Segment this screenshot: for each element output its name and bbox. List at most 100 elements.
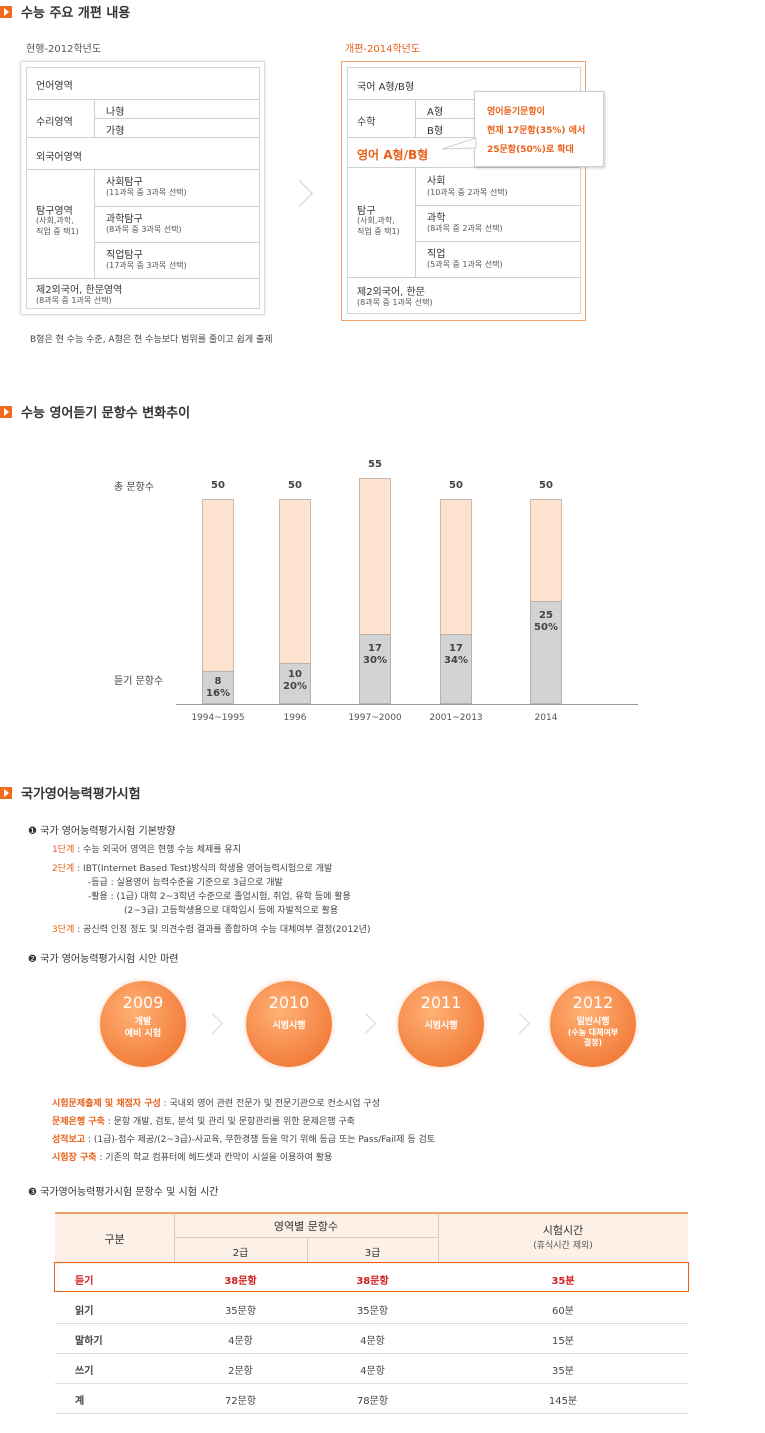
listen-value-label: 25 bbox=[539, 610, 553, 622]
item-consortium: 시험문제출제 및 채점자 구성 : 국내외 영어 관련 전문가 및 전문기관으로… bbox=[52, 1099, 380, 1109]
row-divider bbox=[55, 1353, 688, 1354]
row-grade3: 35문항 bbox=[356, 1306, 389, 1317]
th-grade3: 3급 bbox=[364, 1248, 381, 1259]
total-value-label: 50 bbox=[449, 479, 463, 491]
th-time-sub: (휴식시간 제외) bbox=[533, 1241, 593, 1251]
row-grade2: 72문항 bbox=[224, 1396, 257, 1407]
current-label: 현행-2012학년도 bbox=[26, 44, 102, 55]
total-bar bbox=[440, 498, 472, 636]
x-tick-label: 1994~1995 bbox=[191, 713, 245, 723]
reform-social: 사회 bbox=[427, 176, 446, 187]
timeline-2010: 2010 시범시행 bbox=[246, 981, 332, 1067]
total-value-label: 50 bbox=[211, 479, 225, 491]
sub1-body: 1단계 : 수능 외국어 영역은 현행 수능 체제를 유지 2단계 : IBT(… bbox=[52, 843, 371, 937]
reform-math: 수학 bbox=[357, 117, 376, 128]
reform-job: 직업 bbox=[427, 249, 446, 260]
listen-bar: 17 30% bbox=[359, 634, 391, 704]
total-value-label: 55 bbox=[368, 459, 382, 470]
arrow-bullet-icon bbox=[0, 405, 12, 418]
table-header bbox=[55, 1212, 688, 1264]
row-divider bbox=[55, 1383, 688, 1384]
current-math-ga: 가형 bbox=[106, 126, 125, 137]
reform-math-b: B형 bbox=[427, 126, 444, 137]
row-time: 35분 bbox=[552, 1366, 574, 1377]
item-score-report: 성적보고 : (1급)-점수 제공/(2~3급)-사교육, 무한경쟁 등을 막기… bbox=[52, 1135, 436, 1145]
sub2-items: 시험문제출제 및 채점자 구성 : 국내외 영어 관련 전문가 및 전문기관으로… bbox=[52, 1095, 435, 1167]
total-bar bbox=[202, 498, 234, 673]
reform-science-sub: (8과목 중 2과목 선택) bbox=[427, 224, 503, 233]
reform-inquiry: 탐구 bbox=[357, 206, 376, 217]
x-tick-label: 2014 bbox=[534, 713, 558, 723]
step3-line: 3단계 : 공신력 인정 정도 및 의견수렴 결과를 종합하여 수능 대체여부 … bbox=[52, 925, 371, 935]
row-grade2: 35문항 bbox=[224, 1306, 257, 1317]
section-title-reform: 수능 주요 개편 내용 bbox=[0, 2, 130, 21]
reform-math-a: A형 bbox=[427, 107, 444, 118]
arrow-bullet-icon bbox=[0, 5, 12, 18]
current-inquiry-sub: (사회,과학, bbox=[36, 216, 74, 225]
highlight-row-border bbox=[54, 1262, 689, 1292]
row-grade2: 2문항 bbox=[228, 1366, 253, 1377]
step2-use2: (2~3급) 고등학생용으로 대학입시 등에 자발적으로 활용 bbox=[124, 906, 339, 916]
th-grade2: 2급 bbox=[232, 1248, 249, 1259]
item-test-site: 시험장 구축 : 기존의 학교 컴퓨터에 헤드셋과 칸막이 시설을 이용하여 활… bbox=[52, 1153, 333, 1163]
current-curriculum-box: 언어영역 수리영역 나형 가형 외국어영역 탐구영역 (사회,과학, 직업 중 … bbox=[20, 61, 265, 315]
reform-table: 국어 A형/B형 수학 A형 B형 영어 A형/B형 탐구 (사회,과학, 직업… bbox=[347, 67, 581, 314]
listen-percent-label: 16% bbox=[206, 688, 230, 700]
listen-label: 듣기 문항수 bbox=[114, 676, 164, 687]
listen-value-label: 10 bbox=[288, 669, 302, 681]
row-time: 35분 bbox=[551, 1276, 575, 1287]
th-count: 영역별 문항수 bbox=[273, 1220, 339, 1233]
row-name: 읽기 bbox=[75, 1306, 94, 1317]
listen-percent-label: 30% bbox=[363, 655, 387, 667]
row-grade3: 4문항 bbox=[360, 1366, 385, 1377]
chevron-right-icon bbox=[201, 1012, 224, 1035]
timeline-2009: 2009 개발 예비 시험 bbox=[100, 981, 186, 1067]
section-title-chart: 수능 영어듣기 문항수 변화추이 bbox=[0, 402, 190, 421]
num-2-icon: ❷ bbox=[28, 954, 37, 965]
current-math-na: 나형 bbox=[106, 107, 125, 118]
x-tick-label: 1997~2000 bbox=[348, 713, 402, 723]
listen-value-label: 17 bbox=[449, 643, 463, 655]
total-value-label: 50 bbox=[288, 479, 302, 491]
step2-grade: -등급 : 실용영어 능력수준을 기준으로 3급으로 개발 bbox=[88, 878, 283, 888]
listen-bar: 10 20% bbox=[279, 662, 311, 704]
row-time: 145분 bbox=[548, 1396, 578, 1407]
current-table: 언어영역 수리영역 나형 가형 외국어영역 탐구영역 (사회,과학, 직업 중 … bbox=[26, 67, 260, 309]
reform-job-sub: (5과목 중 1과목 선택) bbox=[427, 260, 503, 269]
row-name: 쓰기 bbox=[75, 1366, 94, 1377]
listen-bar: 17 34% bbox=[440, 634, 472, 704]
reform-social-sub: (10과목 중 2과목 선택) bbox=[427, 188, 508, 197]
listen-percent-label: 20% bbox=[283, 681, 307, 693]
total-label: 총 문항수 bbox=[114, 482, 154, 493]
reform-inquiry-sub2: 직업 중 택1) bbox=[357, 227, 400, 236]
th-time: 시험시간 bbox=[542, 1224, 584, 1237]
chevron-right-icon bbox=[354, 1012, 377, 1035]
total-bar bbox=[530, 498, 562, 603]
row-name: 계 bbox=[75, 1396, 85, 1407]
callout-line-1: 영어듣기문항이 bbox=[487, 107, 545, 117]
section-title-exam: 국가영어능력평가시험 bbox=[0, 783, 141, 802]
reform-inquiry-sub: (사회,과학, bbox=[357, 216, 395, 225]
note-text: B형은 현 수능 수준, A형은 현 수능보다 범위를 줄이고 쉽게 출제 bbox=[30, 335, 273, 345]
num-3-icon: ❸ bbox=[28, 1187, 37, 1198]
row-divider bbox=[55, 1413, 688, 1414]
reform-second: 제2외국어, 한문 bbox=[357, 287, 425, 298]
step2-line: 2단계 : IBT(Internet Based Test)방식의 학생용 영어… bbox=[52, 864, 333, 874]
total-value-label: 50 bbox=[539, 479, 553, 491]
listen-percent-label: 34% bbox=[444, 655, 468, 667]
sub1-title: ❶ 국가 영어능력평가시험 기본방향 bbox=[28, 826, 176, 837]
x-tick-label: 2001~2013 bbox=[429, 713, 483, 723]
callout-pointer bbox=[441, 137, 477, 150]
reform-korean: 국어 A형/B형 bbox=[357, 82, 415, 93]
reform-second-sub: (8과목 중 1과목 선택) bbox=[357, 298, 433, 307]
current-job-sub: (17과목 중 3과목 선택) bbox=[106, 261, 187, 270]
listen-value-label: 8 bbox=[214, 676, 222, 688]
total-bar bbox=[279, 498, 311, 664]
listen-value-label: 17 bbox=[368, 643, 382, 655]
th-category: 구분 bbox=[104, 1233, 125, 1246]
sub2-title: ❷ 국가 영어능력평가시험 시안 마련 bbox=[28, 954, 179, 965]
total-bar bbox=[359, 478, 391, 636]
chart-baseline bbox=[176, 704, 638, 705]
row-grade3: 4문항 bbox=[360, 1336, 385, 1347]
listen-bar: 25 50% bbox=[530, 601, 562, 704]
